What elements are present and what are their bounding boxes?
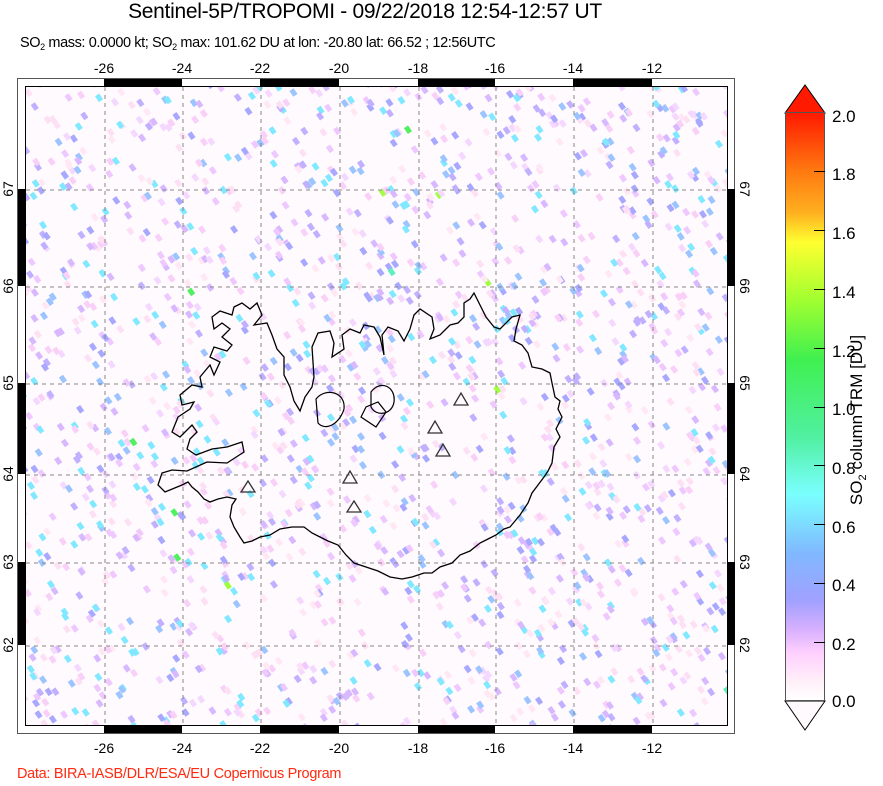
- chart-title: Sentinel-5P/TROPOMI - 09/22/2018 12:54-1…: [128, 0, 602, 23]
- lon-tick-label: -16: [484, 60, 506, 76]
- colorbar-label: 0.8: [832, 459, 856, 478]
- colorbar-title: SO2 column TRM [DU]: [847, 335, 869, 505]
- lat-tick-label: 64: [737, 466, 753, 482]
- lon-tick-label: -12: [641, 740, 663, 756]
- colorbar-label: 1.6: [832, 224, 856, 243]
- volcano-markers: [239, 391, 470, 513]
- lat-tick-label: 62: [0, 637, 16, 653]
- lat-tick-label: 62: [737, 637, 753, 653]
- lat-tick-label: 66: [737, 278, 753, 294]
- colorbar-min-arrow: [784, 700, 826, 731]
- colorbar-label: 2.0: [832, 107, 856, 126]
- lon-tick-label: -20: [328, 60, 350, 76]
- lon-tick-label: -26: [93, 60, 115, 76]
- subtitle-sub: 2: [40, 42, 45, 52]
- lon-tick-label: -18: [407, 740, 429, 756]
- lon-tick-label: -14: [562, 740, 584, 756]
- volcano-icon: [426, 419, 444, 434]
- lat-tick-label: 65: [0, 375, 16, 391]
- lon-tick-label: -12: [641, 60, 663, 76]
- lon-tick-label: -16: [484, 740, 506, 756]
- colorbar-label: 1.2: [832, 342, 856, 361]
- lon-tick-label: -18: [407, 60, 429, 76]
- volcano-icon: [239, 479, 257, 493]
- colorbar-label: 1.8: [832, 165, 856, 184]
- subtitle-part: max: 101.62 DU at lon: -20.80 lat: 66.52…: [176, 35, 496, 51]
- colorbar-label: 1.0: [832, 400, 856, 419]
- volcano-icon: [452, 391, 470, 406]
- volcano-icon: [434, 442, 452, 457]
- lat-tick-label: 66: [0, 278, 16, 294]
- colorbar: [785, 112, 825, 701]
- colorbar-title-sub: 2: [857, 474, 870, 481]
- data-credit: Data: BIRA-IASB/DLR/ESA/EU Copernicus Pr…: [17, 766, 342, 782]
- lon-tick-label: -22: [249, 740, 271, 756]
- colorbar-max-arrow: [784, 84, 826, 114]
- colorbar-title-part: SO: [846, 480, 866, 506]
- lat-tick-label: 63: [737, 554, 753, 570]
- lat-tick-label: 67: [737, 181, 753, 197]
- subtitle-part: mass: 0.0000 kt; SO: [44, 35, 173, 51]
- subtitle-part: SO: [20, 35, 41, 51]
- lon-tick-label: -26: [93, 740, 115, 756]
- chart-subtitle: SO2 mass: 0.0000 kt; SO2 max: 101.62 DU …: [20, 35, 496, 52]
- lon-tick-label: -22: [249, 60, 271, 76]
- subtitle-sub: 2: [172, 42, 177, 52]
- lat-tick-label: 64: [0, 466, 16, 482]
- lon-tick-label: -24: [171, 740, 193, 756]
- iceland-coastline: [157, 291, 563, 580]
- colorbar-label: 1.4: [832, 283, 856, 302]
- lat-tick-label: 65: [737, 375, 753, 391]
- lat-tick-label: 63: [0, 554, 16, 570]
- graticule: [26, 87, 727, 725]
- colorbar-title-part: column TRM [DU]: [846, 334, 866, 475]
- colorbar-label: 0.4: [832, 576, 856, 595]
- colorbar-label: 0.0: [832, 692, 856, 711]
- volcano-icon: [341, 469, 359, 484]
- map-overlay: [26, 87, 727, 725]
- map-plot-area: [25, 86, 728, 726]
- so2-pixel-field: [26, 87, 727, 725]
- lon-tick-label: -24: [171, 60, 193, 76]
- lon-tick-label: -14: [562, 60, 584, 76]
- lat-tick-label: 67: [0, 181, 16, 197]
- colorbar-label: 0.2: [832, 635, 856, 654]
- lon-tick-label: -20: [328, 740, 350, 756]
- volcano-icon: [345, 499, 363, 513]
- colorbar-label: 0.6: [832, 518, 856, 537]
